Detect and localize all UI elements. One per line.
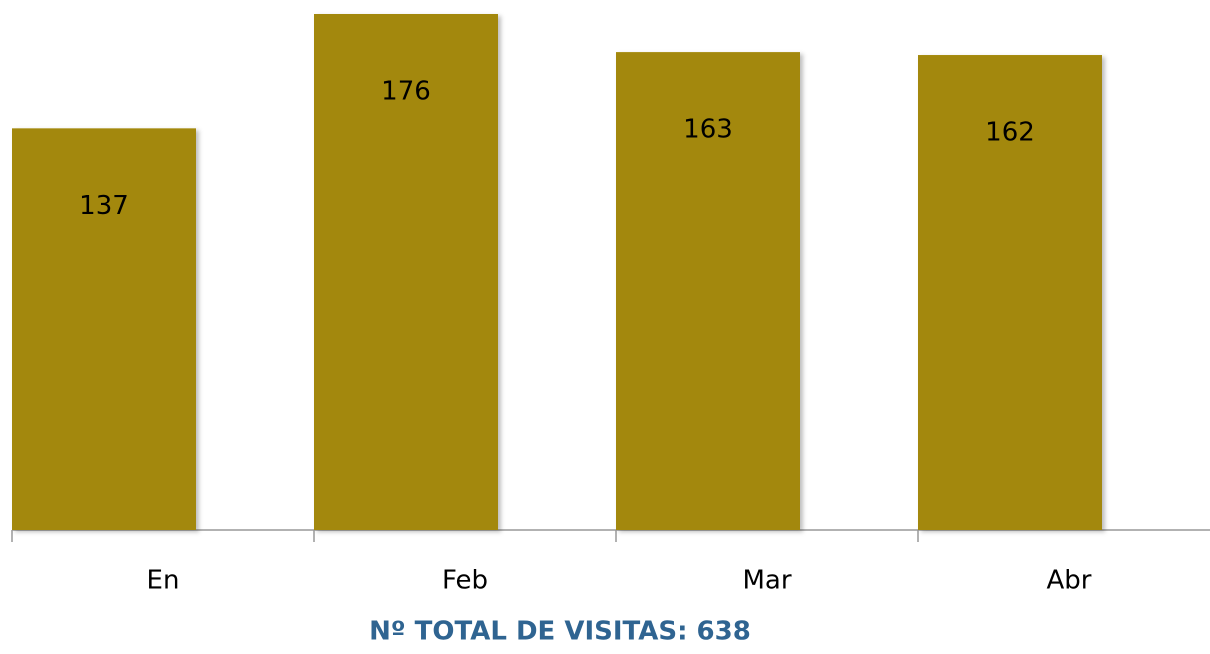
value-label: 176 bbox=[381, 77, 431, 107]
bar bbox=[314, 14, 498, 530]
bar bbox=[616, 52, 800, 530]
value-label: 163 bbox=[683, 115, 733, 145]
value-label: 162 bbox=[985, 118, 1035, 148]
x-tick-label: Feb bbox=[442, 566, 488, 596]
x-tick-label: Mar bbox=[742, 566, 791, 596]
bar bbox=[12, 128, 196, 530]
footer-title: Nº TOTAL DE VISITAS: 638 bbox=[369, 617, 751, 647]
x-tick-label: Abr bbox=[1047, 566, 1092, 596]
x-tick-label: En bbox=[147, 566, 180, 596]
value-label: 137 bbox=[79, 191, 129, 221]
bar bbox=[918, 55, 1102, 530]
